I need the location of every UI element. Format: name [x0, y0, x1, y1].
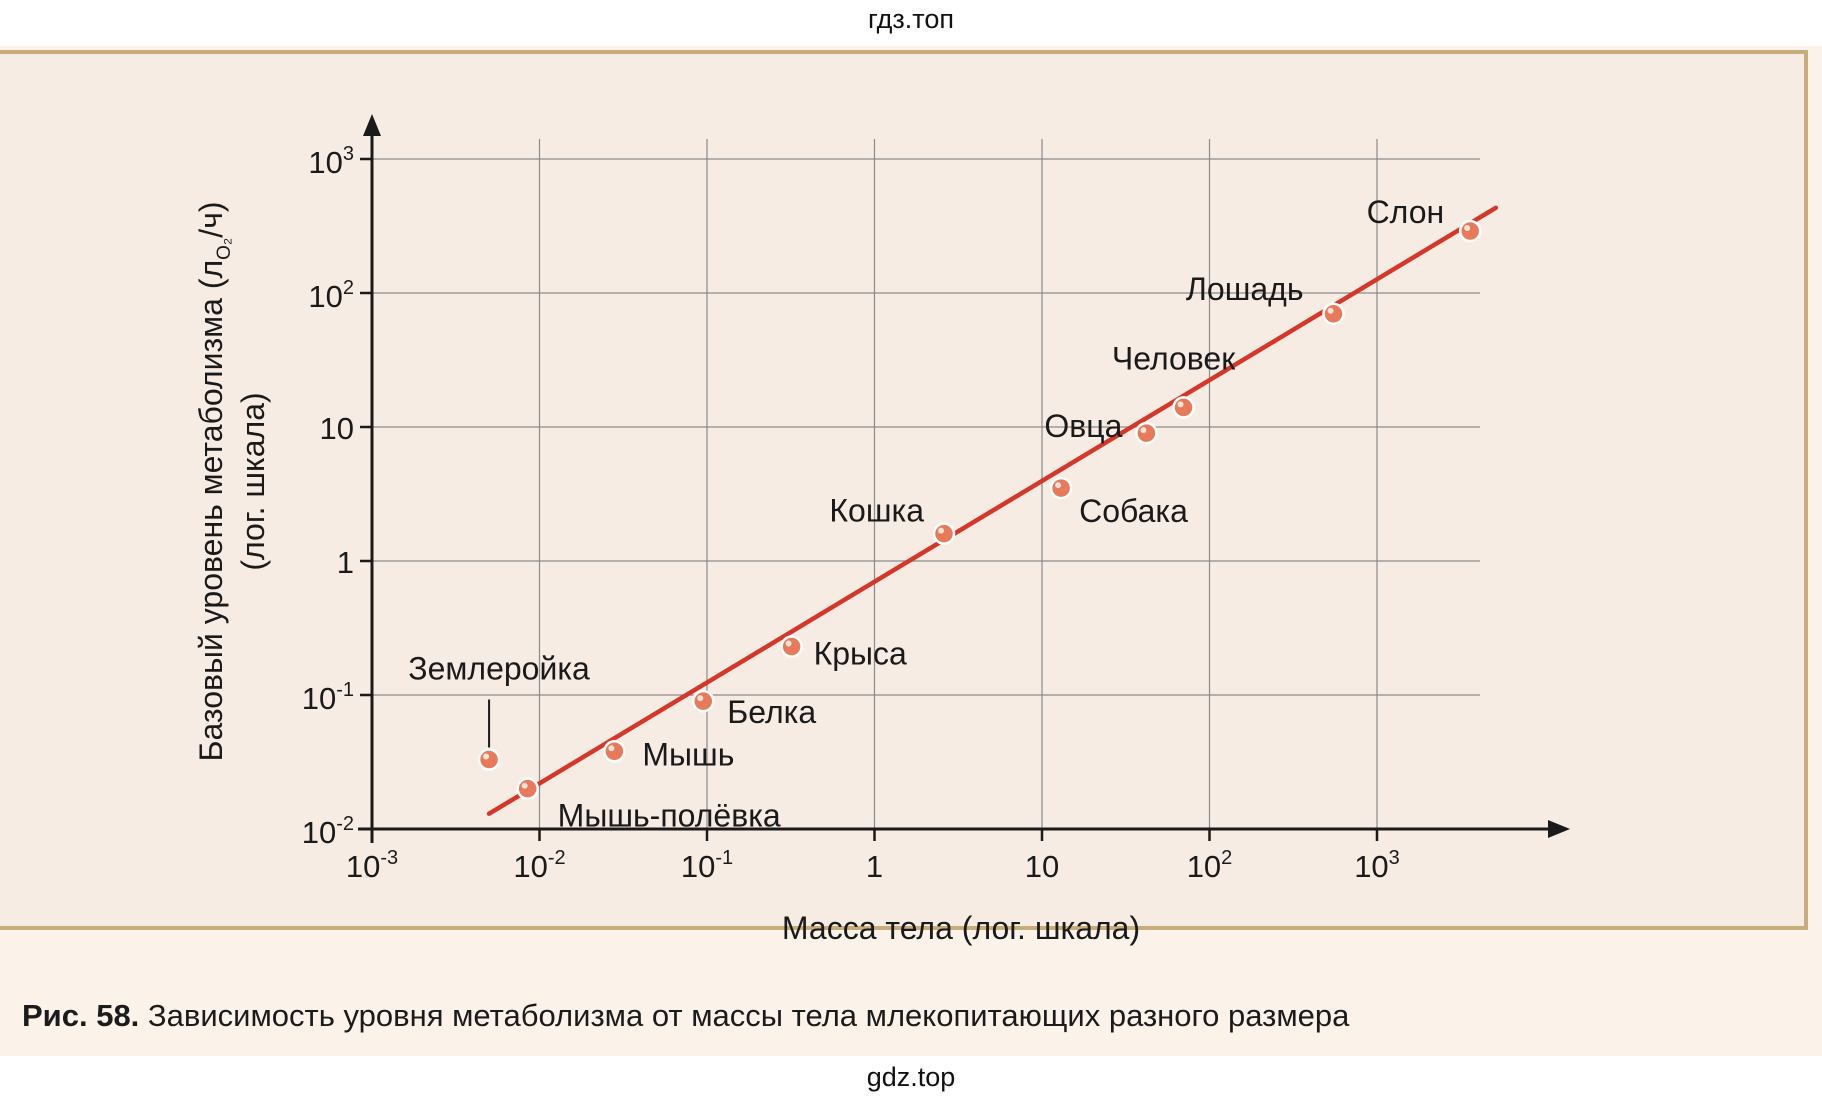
- data-point-highlight: [1140, 427, 1147, 434]
- y-axis-title-line1: Базовый уровень метаболизма (лO₂/ч): [193, 201, 235, 761]
- x-tick-label: 10-2: [513, 847, 565, 884]
- data-point: [1458, 219, 1482, 243]
- x-tick-label: 10: [1025, 849, 1059, 884]
- y-tick-label: 10-1: [302, 679, 354, 716]
- data-point-highlight: [1177, 401, 1184, 408]
- x-tick-label: 102: [1187, 847, 1233, 884]
- figure: 10-2 10-1 1 10 102 103 10-3 10-2 10-1 1 10 102 103 Ма…: [0, 46, 1822, 1056]
- x-tick-label: 10-1: [681, 847, 733, 884]
- data-point-highlight: [1464, 225, 1471, 232]
- data-label: Белка: [727, 694, 816, 730]
- data-point: [780, 635, 803, 658]
- data-point-highlight: [785, 640, 792, 647]
- data-label: Слон: [1367, 194, 1445, 230]
- figure-caption: Рис. 58. Зависимость уровня метаболизма …: [22, 994, 1782, 1038]
- data-point: [932, 522, 956, 545]
- data-point-highlight: [483, 753, 490, 760]
- data-point: [603, 740, 626, 763]
- data-point: [477, 748, 501, 771]
- y-axis-arrow: [363, 114, 381, 136]
- y-axis-title-line2: (лог. шкала): [235, 392, 271, 570]
- data-label: Мышь-полёвка: [558, 798, 781, 834]
- trend-line-layer: [486, 205, 1499, 816]
- grid: [372, 139, 1480, 829]
- watermark-bottom: gdz.top: [866, 1062, 956, 1092]
- data-point-highlight: [938, 527, 945, 534]
- caption-text: Зависимость уровня метаболизма от массы …: [147, 998, 1350, 1033]
- y-tick-label: 10: [320, 411, 354, 446]
- data-point-highlight: [608, 745, 615, 752]
- y-tick-label: 10-2: [302, 813, 354, 850]
- data-point: [516, 777, 539, 800]
- data-label: Овца: [1044, 408, 1122, 444]
- x-axis-arrow: [1548, 820, 1570, 838]
- watermark-top: гдз.топ: [868, 4, 954, 34]
- y-tick-label: 103: [308, 143, 354, 180]
- x-tick-label: 103: [1354, 847, 1400, 884]
- data-label: Крыса: [814, 636, 907, 672]
- data-point-highlight: [697, 695, 704, 702]
- data-point-highlight: [521, 782, 528, 789]
- x-axis-title: Масса тела (лог. шкала): [782, 910, 1140, 946]
- trend-line: [486, 205, 1499, 816]
- y-tick-label: 1: [337, 545, 354, 580]
- x-tick-label: 1: [866, 849, 883, 884]
- caption-number: Рис. 58.: [22, 998, 140, 1033]
- x-tick-label: 10-3: [346, 847, 398, 884]
- data-label: Кошка: [829, 493, 924, 529]
- point-labels: Землеройка Мышь-полёвка Мышь Белка Крыса Кошк…: [408, 194, 1444, 834]
- data-label: Землеройка: [408, 651, 590, 687]
- data-label: Собака: [1079, 493, 1188, 529]
- chart-panel: [0, 50, 1808, 930]
- data-point-highlight: [1327, 307, 1334, 314]
- data-point: [1049, 476, 1073, 500]
- data-point-highlight: [1055, 482, 1062, 489]
- data-label: Мышь: [642, 736, 734, 772]
- data-points: [477, 219, 1482, 800]
- y-axis-title: Базовый уровень метаболизма (лO₂/ч)(лог.…: [193, 201, 271, 761]
- data-point: [1322, 302, 1345, 326]
- y-tick-label: 102: [308, 277, 354, 314]
- data-point: [692, 689, 715, 713]
- data-point: [1172, 396, 1195, 419]
- data-label: Лошадь: [1186, 271, 1304, 307]
- data-label: Человек: [1112, 340, 1236, 376]
- data-point: [1135, 421, 1158, 445]
